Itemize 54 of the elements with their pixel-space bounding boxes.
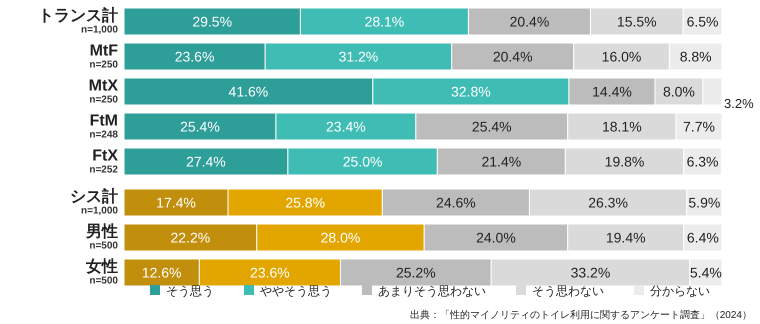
data-label: 5.9% <box>688 194 720 210</box>
data-label: 25.0% <box>342 154 382 170</box>
data-label: 41.6% <box>228 84 268 100</box>
data-label: 28.0% <box>320 230 360 246</box>
source-note: 出典：「性的マイノリティのトイレ利用に関するアンケート調査」（2024） <box>410 309 752 321</box>
data-label: 25.8% <box>285 194 326 210</box>
data-label: 33.2% <box>570 264 610 280</box>
data-label: 19.8% <box>604 154 644 170</box>
data-label: 8.0% <box>662 84 695 100</box>
data-label: 14.4% <box>592 84 632 100</box>
legend-label: 分からない <box>650 284 710 298</box>
data-label: 22.2% <box>170 230 210 246</box>
data-label: 20.4% <box>510 14 550 30</box>
data-label: 6.5% <box>686 14 719 30</box>
data-label: 24.0% <box>476 230 516 246</box>
data-label: 7.7% <box>683 118 715 134</box>
legend-label: あまりそう思わない <box>378 284 486 298</box>
y-tick-label: トランス計 n=1,000 <box>38 6 118 36</box>
data-label: 8.8% <box>680 48 712 64</box>
y-tick-label: MtF n=250 <box>89 42 118 70</box>
data-label: 18.1% <box>602 118 642 134</box>
data-label: 5.4% <box>690 264 722 280</box>
data-label: 26.3% <box>588 194 628 210</box>
data-label: 24.6% <box>436 194 476 210</box>
y-tick-label: FtX n=252 <box>89 148 118 176</box>
legend-label: ややそう思う <box>260 284 332 298</box>
y-tick-label: シス計 n=1,000 <box>70 188 118 216</box>
data-label: 27.4% <box>186 154 226 170</box>
data-label: 25.4% <box>472 118 512 134</box>
y-tick-label: 男性 n=500 <box>85 222 118 252</box>
data-label: 15.5% <box>616 14 657 30</box>
y-tick-label: FtM n=248 <box>89 112 118 140</box>
data-label: 12.6% <box>142 264 182 280</box>
data-label: 29.5% <box>192 14 232 30</box>
data-label: 6.3% <box>686 154 719 170</box>
data-label: 19.4% <box>606 230 646 246</box>
data-label: 16.0% <box>602 48 642 64</box>
data-label: 17.4% <box>156 194 196 210</box>
legend-label: そう思わない <box>532 284 604 298</box>
data-label: 28.1% <box>364 14 404 30</box>
y-tick-label: MtX n=250 <box>88 78 118 106</box>
data-label: 23.4% <box>326 118 366 134</box>
data-label: 3.2% <box>724 96 754 111</box>
legend-label: そう思う <box>166 284 214 298</box>
data-label: 6.4% <box>686 230 719 246</box>
data-label: 25.2% <box>396 264 436 280</box>
data-label: 31.2% <box>338 48 378 64</box>
y-tick-label: 女性 n=500 <box>85 258 118 286</box>
data-label: 25.4% <box>180 118 220 134</box>
data-label: 20.4% <box>492 48 533 64</box>
data-label: 23.6% <box>250 264 290 280</box>
data-label: 32.8% <box>450 84 491 100</box>
data-label: 21.4% <box>481 154 522 170</box>
data-label: 23.6% <box>174 48 214 64</box>
